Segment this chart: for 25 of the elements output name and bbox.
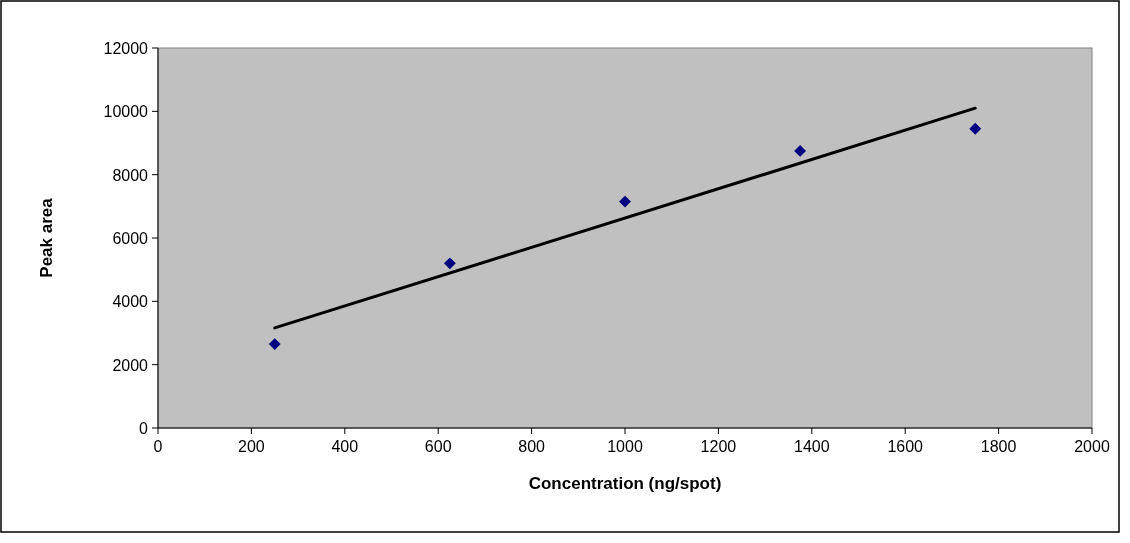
- point: [268, 338, 281, 351]
- y-axis-title: Peak area: [37, 197, 56, 278]
- y-tick-label: 0: [139, 420, 149, 437]
- x-tick-label: 0: [153, 438, 163, 455]
- y-tick-label: 4000: [112, 293, 149, 311]
- y-tick-label: 6000: [112, 230, 149, 247]
- x-tick-label: 2000: [1074, 438, 1110, 455]
- y-tick-label: 2000: [112, 356, 149, 374]
- y-tick-label: 12000: [103, 40, 149, 57]
- x-tick-label: 1800: [980, 438, 1017, 455]
- x-tick-label: 1600: [887, 438, 924, 455]
- x-tick-label: 800: [518, 438, 546, 455]
- y-tick-label: 10000: [103, 103, 149, 121]
- x-tick-label: 200: [238, 438, 265, 455]
- point: [619, 195, 631, 208]
- point: [794, 144, 807, 157]
- y-tick-label: 8000: [112, 166, 149, 184]
- x-tick-label: 600: [424, 438, 452, 455]
- x-tick-label: 1400: [794, 438, 830, 455]
- x-tick-label: 1200: [700, 438, 737, 455]
- point: [969, 122, 982, 135]
- x-tick-label: 1000: [607, 438, 643, 455]
- x-tick-label: 400: [331, 438, 359, 455]
- x-axis-title: Concentration (ng/spot): [528, 474, 722, 493]
- point: [443, 257, 456, 270]
